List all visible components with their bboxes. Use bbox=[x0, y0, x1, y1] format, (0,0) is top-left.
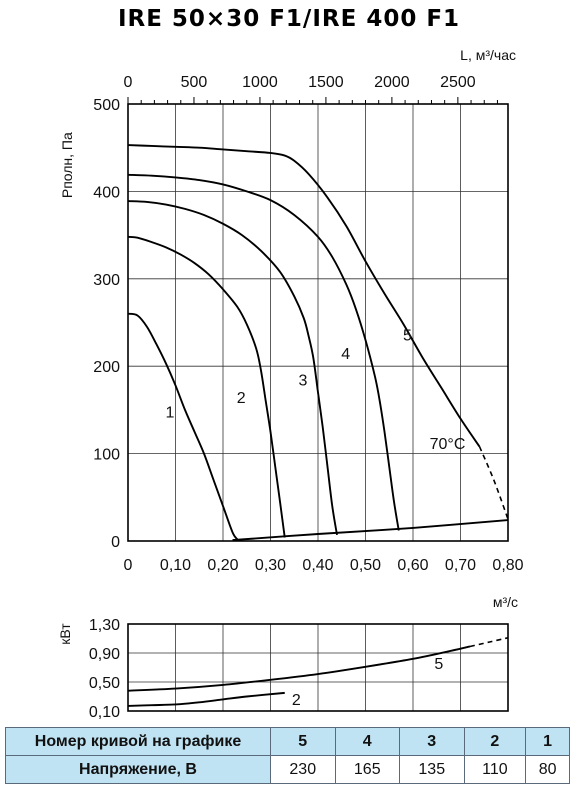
power-y-tick-label: 0,10 bbox=[89, 704, 120, 721]
axis-labels: L, м³/час м³/с Pполн, Па кВт bbox=[57, 47, 518, 645]
x-tick-label: 0,50 bbox=[350, 557, 381, 574]
curve-label-5: 5 bbox=[403, 328, 412, 345]
power-y-tick-label: 1,30 bbox=[89, 617, 120, 634]
power-plot-frame bbox=[127, 623, 509, 712]
x2-axis-label: L, м³/час bbox=[460, 47, 516, 63]
voltage-cell: 230 bbox=[270, 755, 336, 784]
main-ticks: 0 0,10 0,20 0,30 0,40 0,50 0,60 0,70 0,80 0 100 200… bbox=[93, 74, 523, 574]
voltage-table: Номер кривой на графике 5 4 3 2 1 Напряж… bbox=[5, 727, 570, 784]
x-tick-label: 0,10 bbox=[160, 557, 191, 574]
main-plot-frame bbox=[127, 103, 509, 542]
x-tick-label: 0,20 bbox=[207, 557, 238, 574]
voltage-cell: 165 bbox=[334, 755, 400, 784]
pressure-curve-1 bbox=[127, 312, 239, 540]
power-y-axis-label: кВт bbox=[57, 623, 73, 645]
y-tick-label: 500 bbox=[93, 97, 120, 114]
power-curve-label-5: 5 bbox=[434, 656, 443, 673]
voltage-cell: 80 bbox=[525, 755, 570, 784]
x-tick-label: 0 bbox=[124, 557, 133, 574]
curve-number-cell: 4 bbox=[334, 727, 400, 756]
x2-tick-label: 0 bbox=[124, 74, 133, 91]
power-curves: 52 bbox=[127, 636, 509, 709]
curve-number-cell: 3 bbox=[399, 727, 465, 756]
curve-number-cell: 2 bbox=[463, 727, 527, 756]
power-curve-5-dashed bbox=[469, 636, 509, 648]
x-tick-label: 0,80 bbox=[492, 557, 523, 574]
curve-label-2: 2 bbox=[237, 390, 246, 407]
temperature-annotation: 70°C bbox=[430, 436, 466, 453]
x-tick-label: 0,40 bbox=[302, 557, 333, 574]
y-tick-label: 100 bbox=[93, 447, 120, 464]
y-axis-label: Pполн, Па bbox=[59, 132, 75, 198]
power-curve-label-2: 2 bbox=[292, 692, 301, 709]
voltage-cell: 110 bbox=[463, 755, 527, 784]
curve-label-4: 4 bbox=[341, 346, 350, 363]
system-curve bbox=[232, 519, 509, 542]
curve-label-3: 3 bbox=[299, 372, 308, 389]
power-y-tick-label: 0,50 bbox=[89, 675, 120, 692]
x2-tick-label: 1000 bbox=[242, 74, 278, 91]
table-voltage-row: Напряжение, В 230 165 135 110 80 bbox=[5, 755, 570, 784]
main-grid bbox=[127, 97, 508, 541]
pressure-curve-3 bbox=[127, 200, 338, 536]
pressure-curve-4 bbox=[127, 173, 400, 531]
power-grid bbox=[127, 623, 509, 712]
x2-tick-label: 500 bbox=[181, 74, 208, 91]
y-tick-label: 300 bbox=[93, 272, 120, 289]
curve-number-cell: 5 bbox=[270, 727, 336, 756]
x-tick-label: 0,30 bbox=[255, 557, 286, 574]
voltage-cell: 135 bbox=[399, 755, 465, 784]
power-ticks: 1,30 0,90 0,50 0,10 bbox=[89, 617, 120, 721]
x2-tick-label: 2000 bbox=[374, 74, 410, 91]
curve-number-cell: 1 bbox=[525, 727, 570, 756]
pressure-curve-5 bbox=[127, 144, 481, 448]
chart-title: IRE 50×30 F1/IRE 400 F1 bbox=[117, 6, 461, 32]
x2-tick-label: 1500 bbox=[308, 74, 344, 91]
power-curve-2 bbox=[127, 691, 285, 707]
main-frame bbox=[127, 103, 509, 542]
table-row-label: Напряжение, В bbox=[5, 755, 271, 784]
y-tick-label: 0 bbox=[111, 534, 120, 551]
pressure-curves: 1 2 3 4 5 70°C bbox=[127, 144, 509, 542]
x-tick-label: 0,60 bbox=[397, 557, 428, 574]
x2-tick-label: 2500 bbox=[440, 74, 476, 91]
y-tick-label: 200 bbox=[93, 359, 120, 376]
pressure-curve-2 bbox=[127, 235, 286, 538]
power-curve-5 bbox=[127, 645, 471, 692]
table-header-label: Номер кривой на графике bbox=[5, 727, 271, 756]
table-header-row: Номер кривой на графике 5 4 3 2 1 bbox=[5, 727, 570, 756]
x-axis-label: м³/с bbox=[493, 594, 518, 610]
power-y-tick-label: 0,90 bbox=[89, 646, 120, 663]
y-tick-label: 400 bbox=[93, 184, 120, 201]
curve-label-1: 1 bbox=[166, 405, 175, 422]
x-tick-label: 0,70 bbox=[445, 557, 476, 574]
pressure-curve-5-dashed bbox=[478, 446, 509, 520]
